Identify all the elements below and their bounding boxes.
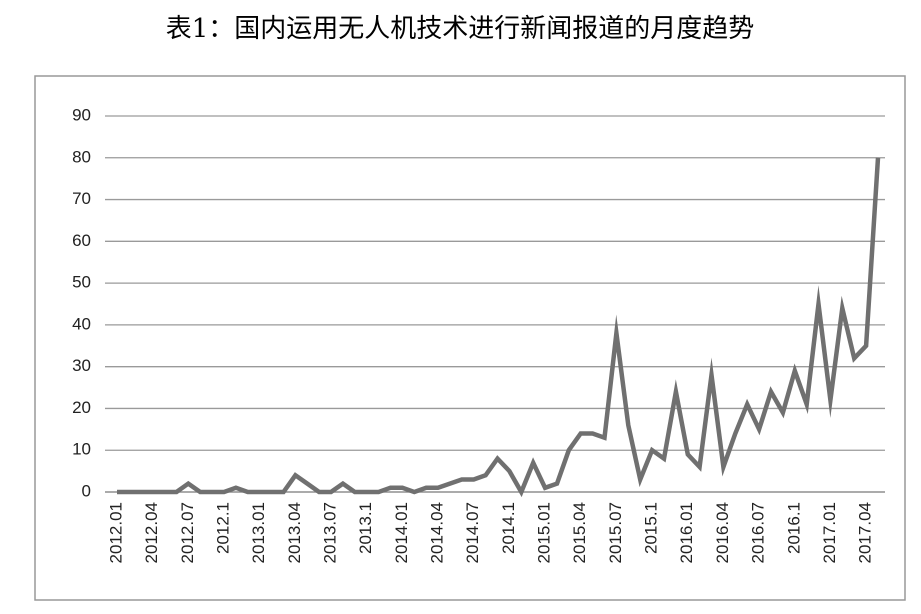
x-tick-label: 2014.01 <box>392 502 411 563</box>
y-tick-label: 10 <box>72 440 91 459</box>
y-tick-label: 90 <box>72 105 91 124</box>
x-tick-label: 2013.04 <box>285 502 304 563</box>
x-tick-label: 2013.01 <box>249 502 268 563</box>
y-tick-label: 20 <box>72 398 91 417</box>
x-tick-label: 2015.07 <box>606 502 625 563</box>
y-tick-label: 0 <box>82 481 91 500</box>
x-tick-label: 2015.1 <box>642 502 661 554</box>
x-tick-label: 2012.01 <box>106 502 125 563</box>
x-tick-label: 2016.1 <box>784 502 803 554</box>
x-tick-label: 2016.01 <box>677 502 696 563</box>
y-tick-label: 60 <box>72 231 91 250</box>
y-tick-label: 40 <box>72 314 91 333</box>
x-tick-label: 2013.1 <box>356 502 375 554</box>
x-tick-label: 2012.07 <box>178 502 197 563</box>
chart-title: 表1：国内运用无人机技术进行新闻报道的月度趋势 <box>166 14 755 44</box>
x-tick-label: 2016.04 <box>713 502 732 563</box>
x-tick-label: 2013.07 <box>321 502 340 563</box>
y-tick-label: 50 <box>72 273 91 292</box>
x-tick-label: 2012.04 <box>142 502 161 563</box>
x-tick-label: 2017.04 <box>856 502 875 563</box>
x-tick-label: 2014.07 <box>463 502 482 563</box>
x-tick-label: 2012.1 <box>214 502 233 554</box>
data-line <box>117 157 881 498</box>
y-tick-label: 30 <box>72 356 91 375</box>
x-tick-label: 2017.01 <box>820 502 839 563</box>
x-tick-label: 2015.01 <box>535 502 554 563</box>
y-tick-label: 70 <box>72 189 91 208</box>
x-tick-label: 2016.07 <box>749 502 768 563</box>
x-tick-label: 2015.04 <box>570 502 589 563</box>
x-tick-label: 2014.1 <box>499 502 518 554</box>
chart-frame <box>34 75 906 601</box>
x-tick-label: 2014.04 <box>428 502 447 563</box>
y-tick-label: 80 <box>72 147 91 166</box>
